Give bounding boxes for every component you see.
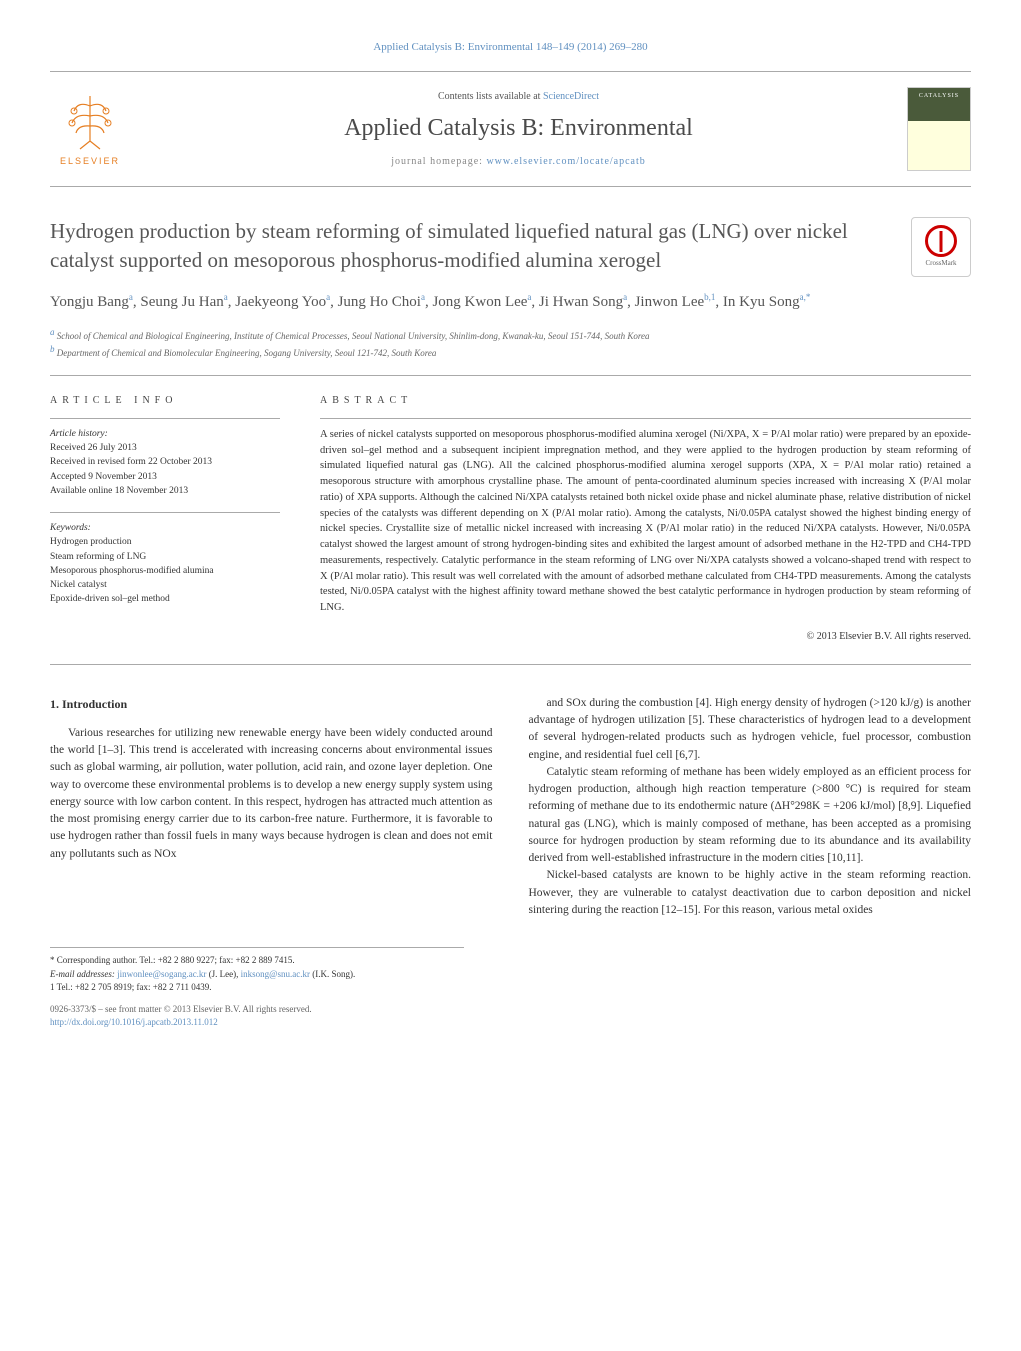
body-columns: 1. Introduction Various researches for u… bbox=[50, 695, 971, 919]
intro-paragraph-3: Catalytic steam reforming of methane has… bbox=[529, 764, 972, 868]
intro-paragraph-4: Nickel-based catalysts are known to be h… bbox=[529, 867, 972, 919]
title-row: Hydrogen production by steam reforming o… bbox=[50, 217, 971, 277]
journal-header: ELSEVIER Contents lists available at Sci… bbox=[50, 71, 971, 187]
author: In Kyu Songa,* bbox=[723, 294, 810, 310]
journal-cover-thumbnail: CATALYSIS bbox=[907, 87, 971, 171]
keyword: Mesoporous phosphorus-modified alumina bbox=[50, 564, 280, 578]
article-info: article info Article history: Received 2… bbox=[50, 394, 280, 644]
history-label: Article history: bbox=[50, 427, 280, 441]
email-who-2: (I.K. Song). bbox=[310, 969, 355, 979]
homepage-link[interactable]: www.elsevier.com/locate/apcatb bbox=[486, 156, 645, 167]
bottom-bar: 0926-3373/$ – see front matter © 2013 El… bbox=[50, 1003, 971, 1030]
author: Ji Hwan Songa bbox=[539, 294, 627, 310]
keywords-label: Keywords: bbox=[50, 521, 280, 535]
history-received: Received 26 July 2013 bbox=[50, 441, 280, 455]
abstract: abstract A series of nickel catalysts su… bbox=[320, 394, 971, 644]
email-who-1: (J. Lee), bbox=[206, 969, 240, 979]
intro-heading: 1. Introduction bbox=[50, 695, 493, 713]
journal-cover-text: CATALYSIS bbox=[919, 92, 959, 100]
keyword: Nickel catalyst bbox=[50, 578, 280, 592]
article-history: Article history: Received 26 July 2013 R… bbox=[50, 418, 280, 498]
keyword: Epoxide-driven sol–gel method bbox=[50, 592, 280, 606]
column-left: 1. Introduction Various researches for u… bbox=[50, 695, 493, 919]
abstract-label: abstract bbox=[320, 394, 971, 408]
issn-line: 0926-3373/$ – see front matter © 2013 El… bbox=[50, 1003, 971, 1017]
paper-page: Applied Catalysis B: Environmental 148–1… bbox=[0, 0, 1021, 1070]
keyword: Steam reforming of LNG bbox=[50, 550, 280, 564]
author: Jong Kwon Leea bbox=[432, 294, 531, 310]
journal-reference: Applied Catalysis B: Environmental 148–1… bbox=[50, 40, 971, 55]
column-right: and SOx during the combustion [4]. High … bbox=[529, 695, 972, 919]
article-info-label: article info bbox=[50, 394, 280, 408]
contents-prefix: Contents lists available at bbox=[438, 91, 543, 102]
abstract-copyright: © 2013 Elsevier B.V. All rights reserved… bbox=[320, 630, 971, 644]
homepage-prefix: journal homepage: bbox=[391, 156, 486, 167]
author: Jaekyeong Yooa bbox=[235, 294, 330, 310]
abstract-text: A series of nickel catalysts supported o… bbox=[320, 418, 971, 616]
author-note-1: 1 Tel.: +82 2 705 8919; fax: +82 2 711 0… bbox=[50, 981, 464, 995]
history-accepted: Accepted 9 November 2013 bbox=[50, 470, 280, 484]
header-center: Contents lists available at ScienceDirec… bbox=[150, 90, 887, 170]
email-addresses: E-mail addresses: jinwonlee@sogang.ac.kr… bbox=[50, 968, 464, 982]
keyword: Hydrogen production bbox=[50, 535, 280, 549]
keywords-block: Keywords: Hydrogen production Steam refo… bbox=[50, 512, 280, 607]
history-revised: Received in revised form 22 October 2013 bbox=[50, 455, 280, 469]
author: Jung Ho Choia bbox=[338, 294, 425, 310]
author: Seung Ju Hana bbox=[140, 294, 227, 310]
authors-list: Yongju Banga, Seung Ju Hana, Jaekyeong Y… bbox=[50, 291, 971, 314]
author: Yongju Banga bbox=[50, 294, 133, 310]
contents-available: Contents lists available at ScienceDirec… bbox=[150, 90, 887, 104]
email-link-1[interactable]: jinwonlee@sogang.ac.kr bbox=[117, 969, 206, 979]
email-link-2[interactable]: inksong@snu.ac.kr bbox=[241, 969, 310, 979]
crossmark-badge[interactable]: CrossMark bbox=[911, 217, 971, 277]
crossmark-icon bbox=[925, 225, 957, 257]
author: Jinwon Leeb,1 bbox=[635, 294, 716, 310]
paper-title: Hydrogen production by steam reforming o… bbox=[50, 217, 891, 277]
intro-paragraph-1: Various researches for utilizing new ren… bbox=[50, 725, 493, 863]
publisher-logo: ELSEVIER bbox=[50, 84, 130, 174]
elsevier-tree-icon bbox=[60, 91, 120, 151]
corresponding-author-note: * Corresponding author. Tel.: +82 2 880 … bbox=[50, 954, 464, 968]
journal-title: Applied Catalysis B: Environmental bbox=[150, 112, 887, 146]
email-label: E-mail addresses: bbox=[50, 969, 117, 979]
sciencedirect-link[interactable]: ScienceDirect bbox=[543, 91, 599, 102]
journal-homepage: journal homepage: www.elsevier.com/locat… bbox=[150, 155, 887, 169]
info-abstract-row: article info Article history: Received 2… bbox=[50, 394, 971, 665]
doi-link[interactable]: http://dx.doi.org/10.1016/j.apcatb.2013.… bbox=[50, 1017, 218, 1027]
history-online: Available online 18 November 2013 bbox=[50, 484, 280, 498]
affiliations: a School of Chemical and Biological Engi… bbox=[50, 326, 971, 376]
affiliation-b: b Department of Chemical and Biomolecula… bbox=[50, 343, 971, 361]
intro-paragraph-2: and SOx during the combustion [4]. High … bbox=[529, 695, 972, 764]
affiliation-a: a School of Chemical and Biological Engi… bbox=[50, 326, 971, 344]
publisher-name: ELSEVIER bbox=[60, 155, 120, 168]
crossmark-label: CrossMark bbox=[925, 259, 956, 269]
footnotes: * Corresponding author. Tel.: +82 2 880 … bbox=[50, 947, 464, 995]
